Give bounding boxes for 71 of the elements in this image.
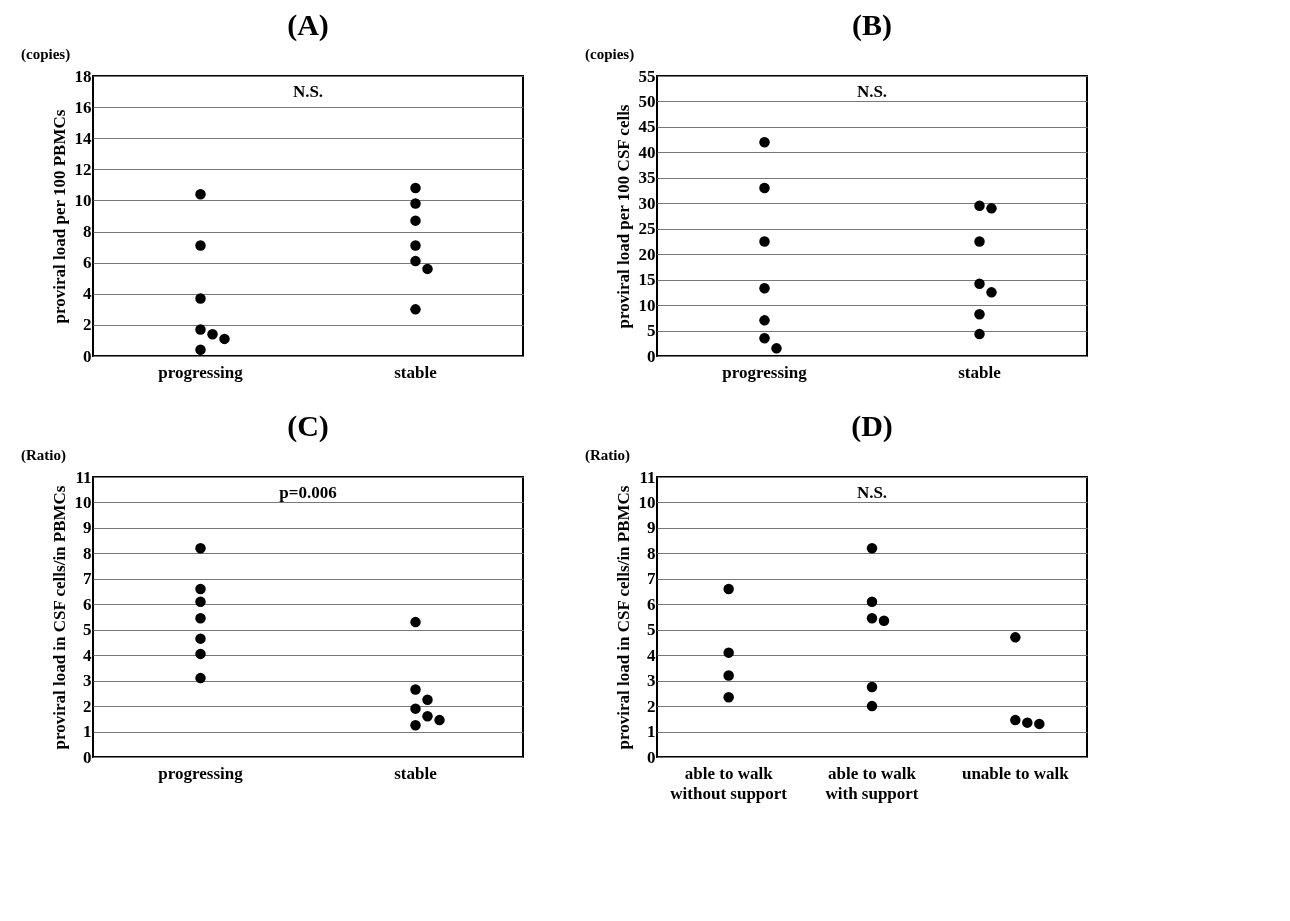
y-tick-label: 16 xyxy=(74,97,92,117)
y-tick-label: 5 xyxy=(647,321,656,341)
y-tick-label: 10 xyxy=(74,190,92,210)
y-tick-label: 10 xyxy=(74,492,92,512)
x-tick-label: stable xyxy=(394,362,438,382)
y-tick-label: 50 xyxy=(638,91,656,111)
y-tick-label: 40 xyxy=(638,142,656,162)
y-tick-label: 0 xyxy=(647,747,656,767)
y-tick-label: 1 xyxy=(83,722,92,742)
x-tick-label: unable to walk xyxy=(961,763,1070,783)
y-tick-label: 4 xyxy=(83,645,92,665)
y-tick-label: 2 xyxy=(83,696,92,716)
text: (Ratio) xyxy=(585,447,630,464)
x-tick-label: able to walk without support xyxy=(670,763,788,803)
y-axis-title: proviral load in CSF cells/in PBMCs xyxy=(613,485,633,750)
y-axis-title: proviral load per 100 PBMCs xyxy=(49,109,69,324)
x-tick-label: able to walk with support xyxy=(825,763,919,803)
x-tick-label: stable xyxy=(958,362,1002,382)
x-tick-label: progressing xyxy=(158,763,244,783)
y-tick-label: 35 xyxy=(638,168,656,188)
y-tick-label: 12 xyxy=(74,159,92,179)
annotation: N.S. xyxy=(856,483,888,502)
y-tick-label: 5 xyxy=(83,620,92,640)
y-tick-label: 10 xyxy=(638,492,656,512)
y-tick-label: 3 xyxy=(647,671,656,691)
y-tick-label: 11 xyxy=(75,467,92,487)
y-tick-label: 8 xyxy=(647,543,656,563)
y-tick-label: 18 xyxy=(74,66,92,86)
y-tick-label: 3 xyxy=(83,671,92,691)
y-tick-label: 30 xyxy=(638,193,656,213)
y-tick-label: 6 xyxy=(83,253,92,273)
y-axis-title: proviral load per 100 CSF cells xyxy=(613,104,633,329)
y-tick-label: 6 xyxy=(83,594,92,614)
text: (Ratio) xyxy=(21,447,66,464)
annotation: p=0.006 xyxy=(279,483,337,502)
y-tick-label: 7 xyxy=(83,569,92,589)
chart-title: (D) xyxy=(851,409,893,443)
text: (copies) xyxy=(585,46,635,63)
y-tick-label: 9 xyxy=(83,518,92,538)
y-tick-label: 0 xyxy=(647,346,656,366)
y-tick-label: 5 xyxy=(647,620,656,640)
y-tick-label: 1 xyxy=(647,722,656,742)
y-tick-label: 9 xyxy=(647,518,656,538)
y-tick-label: 14 xyxy=(74,128,92,148)
annotation: N.S. xyxy=(292,82,324,101)
y-tick-label: 4 xyxy=(83,284,92,304)
chart-title: (A) xyxy=(287,8,329,42)
y-tick-label: 4 xyxy=(647,645,656,665)
y-tick-label: 0 xyxy=(83,747,92,767)
x-tick-label: progressing xyxy=(158,362,244,382)
y-tick-label: 20 xyxy=(638,244,656,264)
text: (copies) xyxy=(21,46,71,63)
y-tick-label: 15 xyxy=(638,270,656,290)
x-tick-label: progressing xyxy=(722,362,808,382)
y-tick-label: 2 xyxy=(647,696,656,716)
y-tick-label: 0 xyxy=(83,346,92,366)
y-tick-label: 45 xyxy=(638,117,656,137)
x-tick-label: stable xyxy=(394,763,438,783)
y-tick-label: 6 xyxy=(647,594,656,614)
y-tick-label: 8 xyxy=(83,543,92,563)
y-tick-label: 8 xyxy=(83,222,92,242)
chart-title: (B) xyxy=(852,8,892,42)
y-tick-label: 11 xyxy=(639,467,656,487)
y-axis-title: proviral load in CSF cells/in PBMCs xyxy=(49,485,69,750)
y-tick-label: 7 xyxy=(647,569,656,589)
y-tick-label: 2 xyxy=(83,315,92,335)
y-tick-label: 10 xyxy=(638,295,656,315)
chart-title: (C) xyxy=(287,409,329,443)
annotation: N.S. xyxy=(856,82,888,101)
y-tick-label: 55 xyxy=(638,66,656,86)
y-tick-label: 25 xyxy=(638,219,656,239)
